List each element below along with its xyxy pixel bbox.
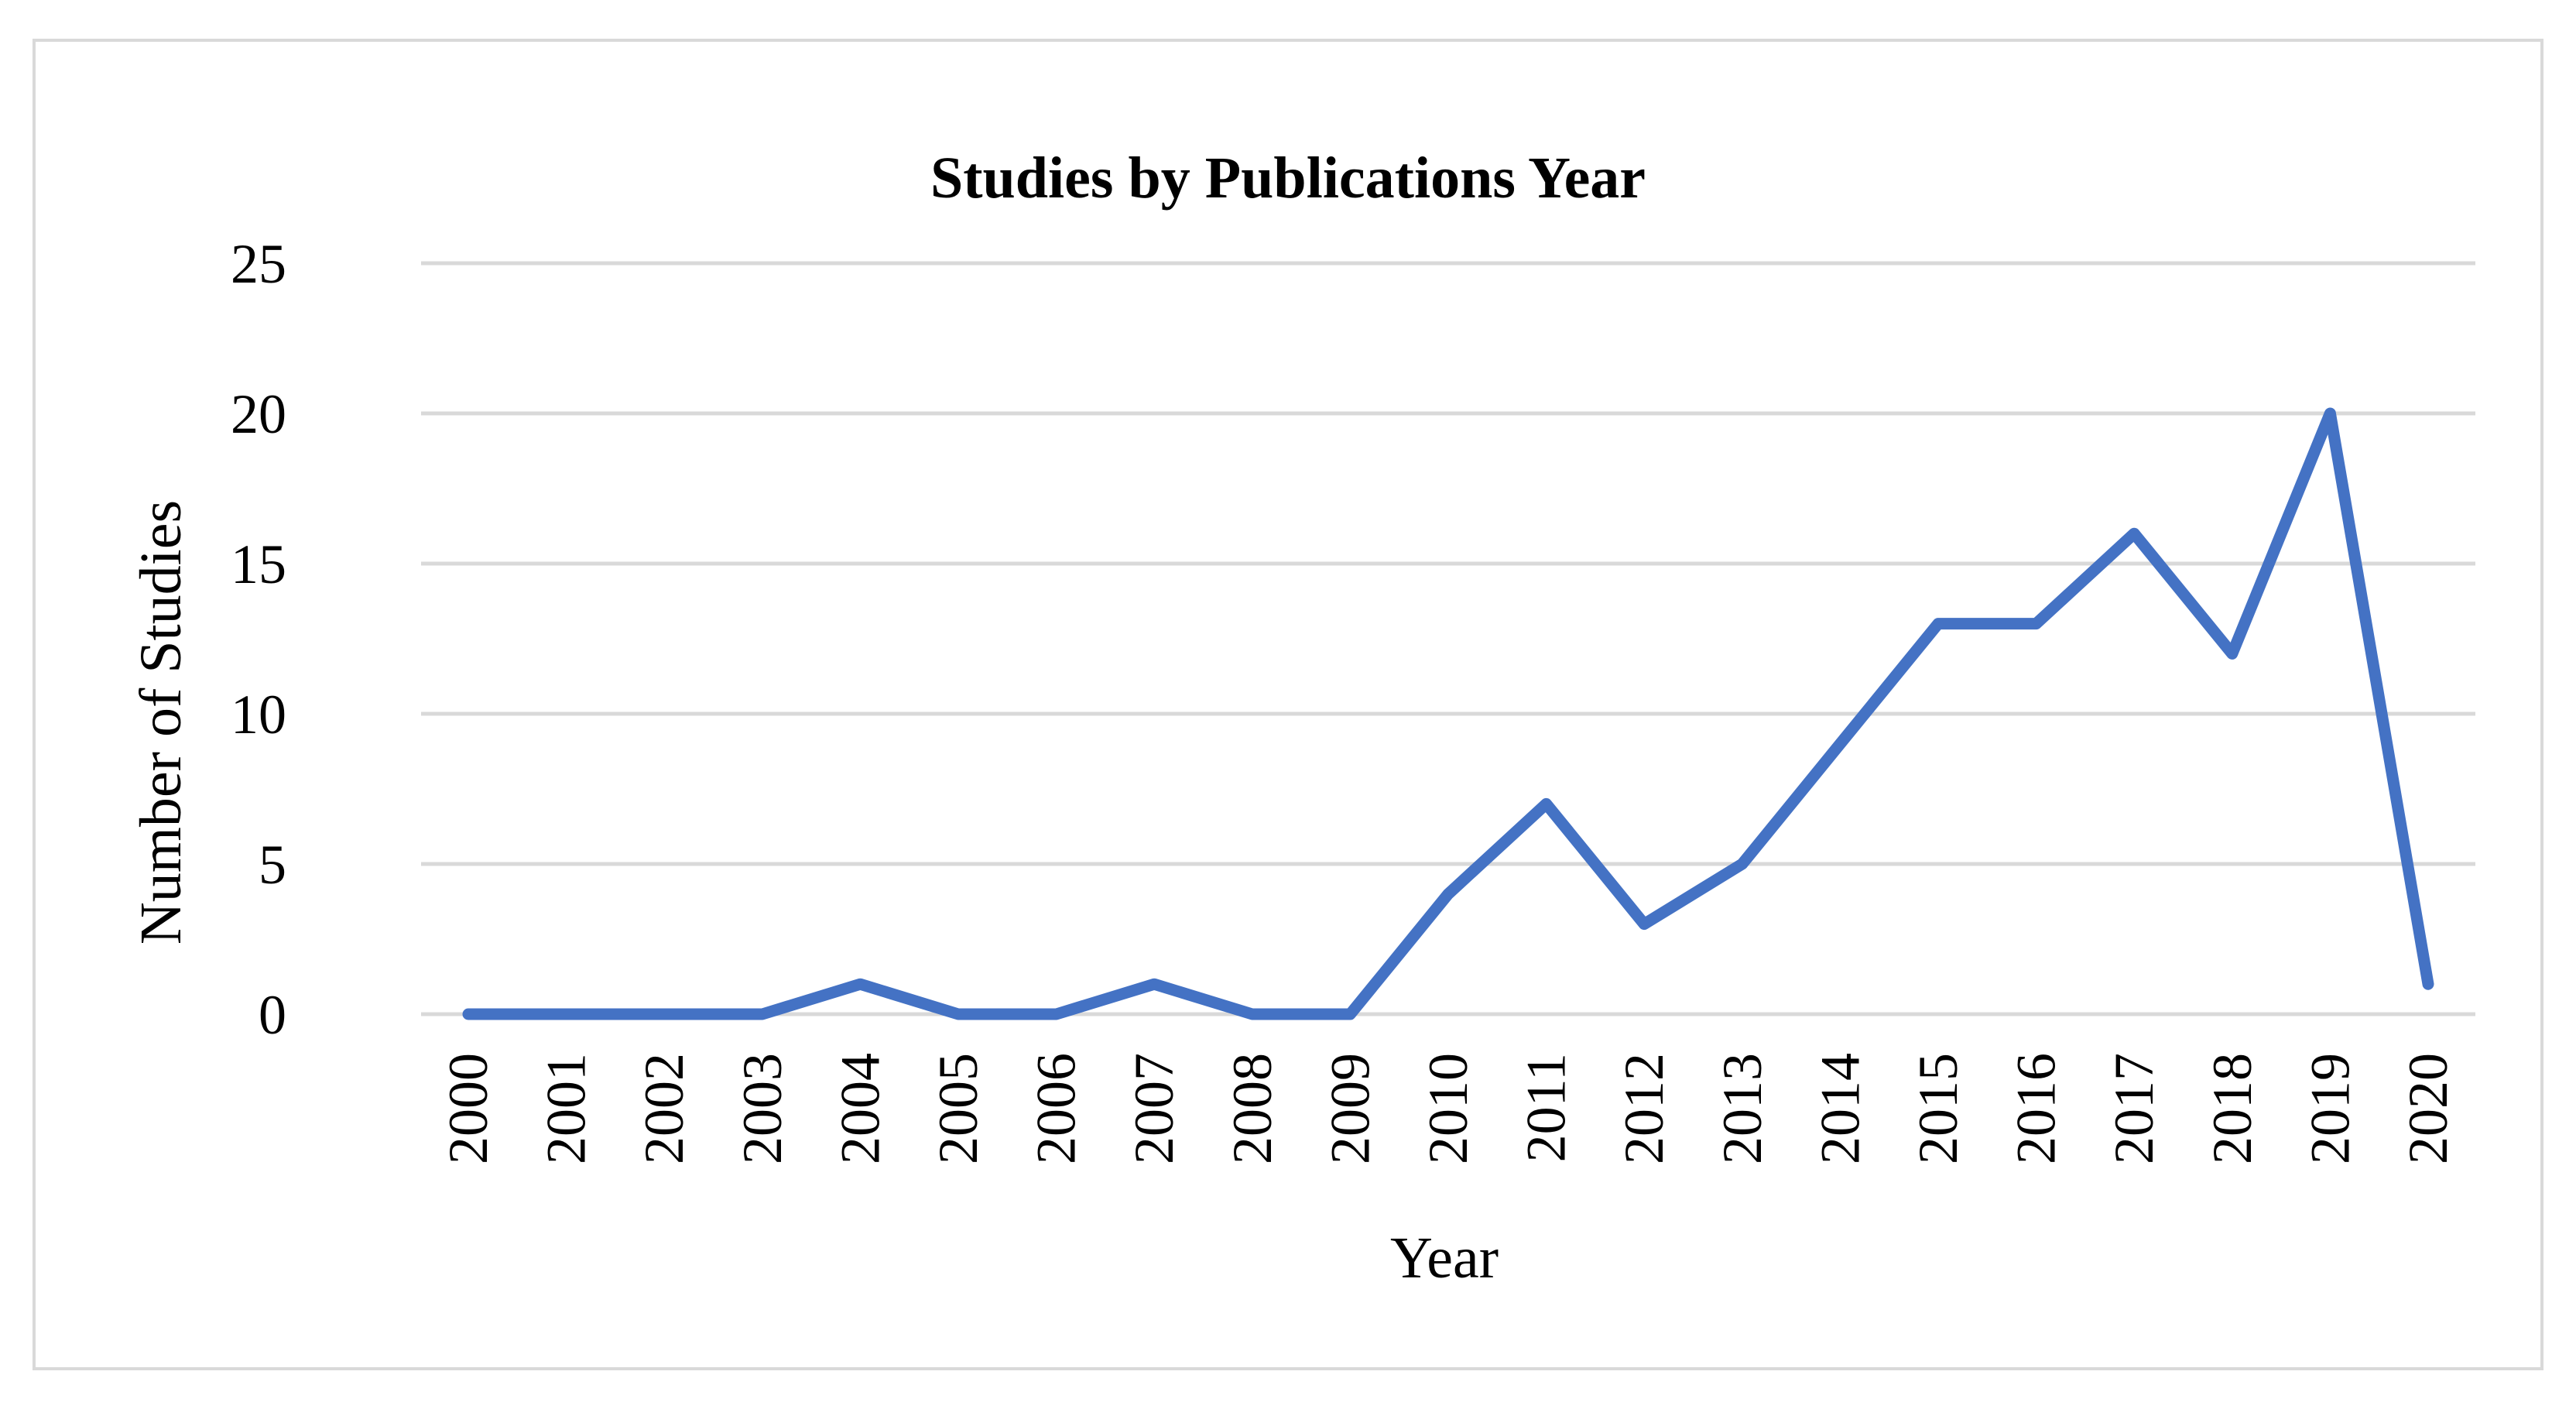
y-tick-label: 5	[259, 834, 286, 896]
x-tick-label: 2019	[2299, 1053, 2361, 1164]
x-tick-label: 2012	[1613, 1053, 1675, 1164]
series-layer	[462, 407, 2434, 1020]
y-axis-ticks: 0 5 10 15 20 25	[231, 233, 286, 1046]
x-tick-label: 2017	[2103, 1053, 2165, 1164]
y-tick-label: 10	[231, 684, 286, 746]
x-tick-label: 2003	[731, 1053, 793, 1164]
x-tick-label: 2000	[437, 1053, 499, 1164]
x-tick-label: 2006	[1026, 1053, 1088, 1164]
x-tick-label: 2007	[1123, 1053, 1185, 1164]
x-tick-label: 2011	[1516, 1053, 1577, 1162]
x-tick-label: 2005	[927, 1053, 989, 1164]
x-tick-label: 2020	[2397, 1053, 2459, 1164]
chart-frame	[33, 39, 2543, 1370]
y-tick-label: 20	[231, 383, 286, 445]
x-tick-label: 2013	[1711, 1053, 1773, 1164]
x-tick-label: 2015	[1907, 1053, 1969, 1164]
x-tick-label: 2010	[1417, 1053, 1479, 1164]
x-tick-label: 2018	[2201, 1053, 2263, 1164]
x-axis-title: Year	[1390, 1226, 1499, 1291]
x-tick-label: 2002	[633, 1053, 695, 1164]
x-tick-label: 2016	[2006, 1053, 2067, 1164]
x-tick-label: 2001	[536, 1053, 598, 1164]
x-axis-ticks: 2000 2001 2002 2003 2004 2005 2006 2007 2008 2009…	[437, 1053, 2459, 1164]
y-tick-label: 25	[231, 233, 286, 295]
y-tick-label: 15	[231, 533, 286, 595]
series-line-0	[462, 407, 2434, 1020]
x-tick-label: 2014	[1809, 1053, 1871, 1164]
x-tick-label: 2008	[1221, 1053, 1283, 1164]
x-tick-label: 2004	[829, 1053, 891, 1164]
x-tick-label: 2009	[1319, 1053, 1381, 1164]
chart-title: Studies by Publications Year	[930, 146, 1646, 211]
y-tick-label: 0	[259, 984, 286, 1046]
y-axis-title: Number of Studies	[128, 500, 194, 944]
